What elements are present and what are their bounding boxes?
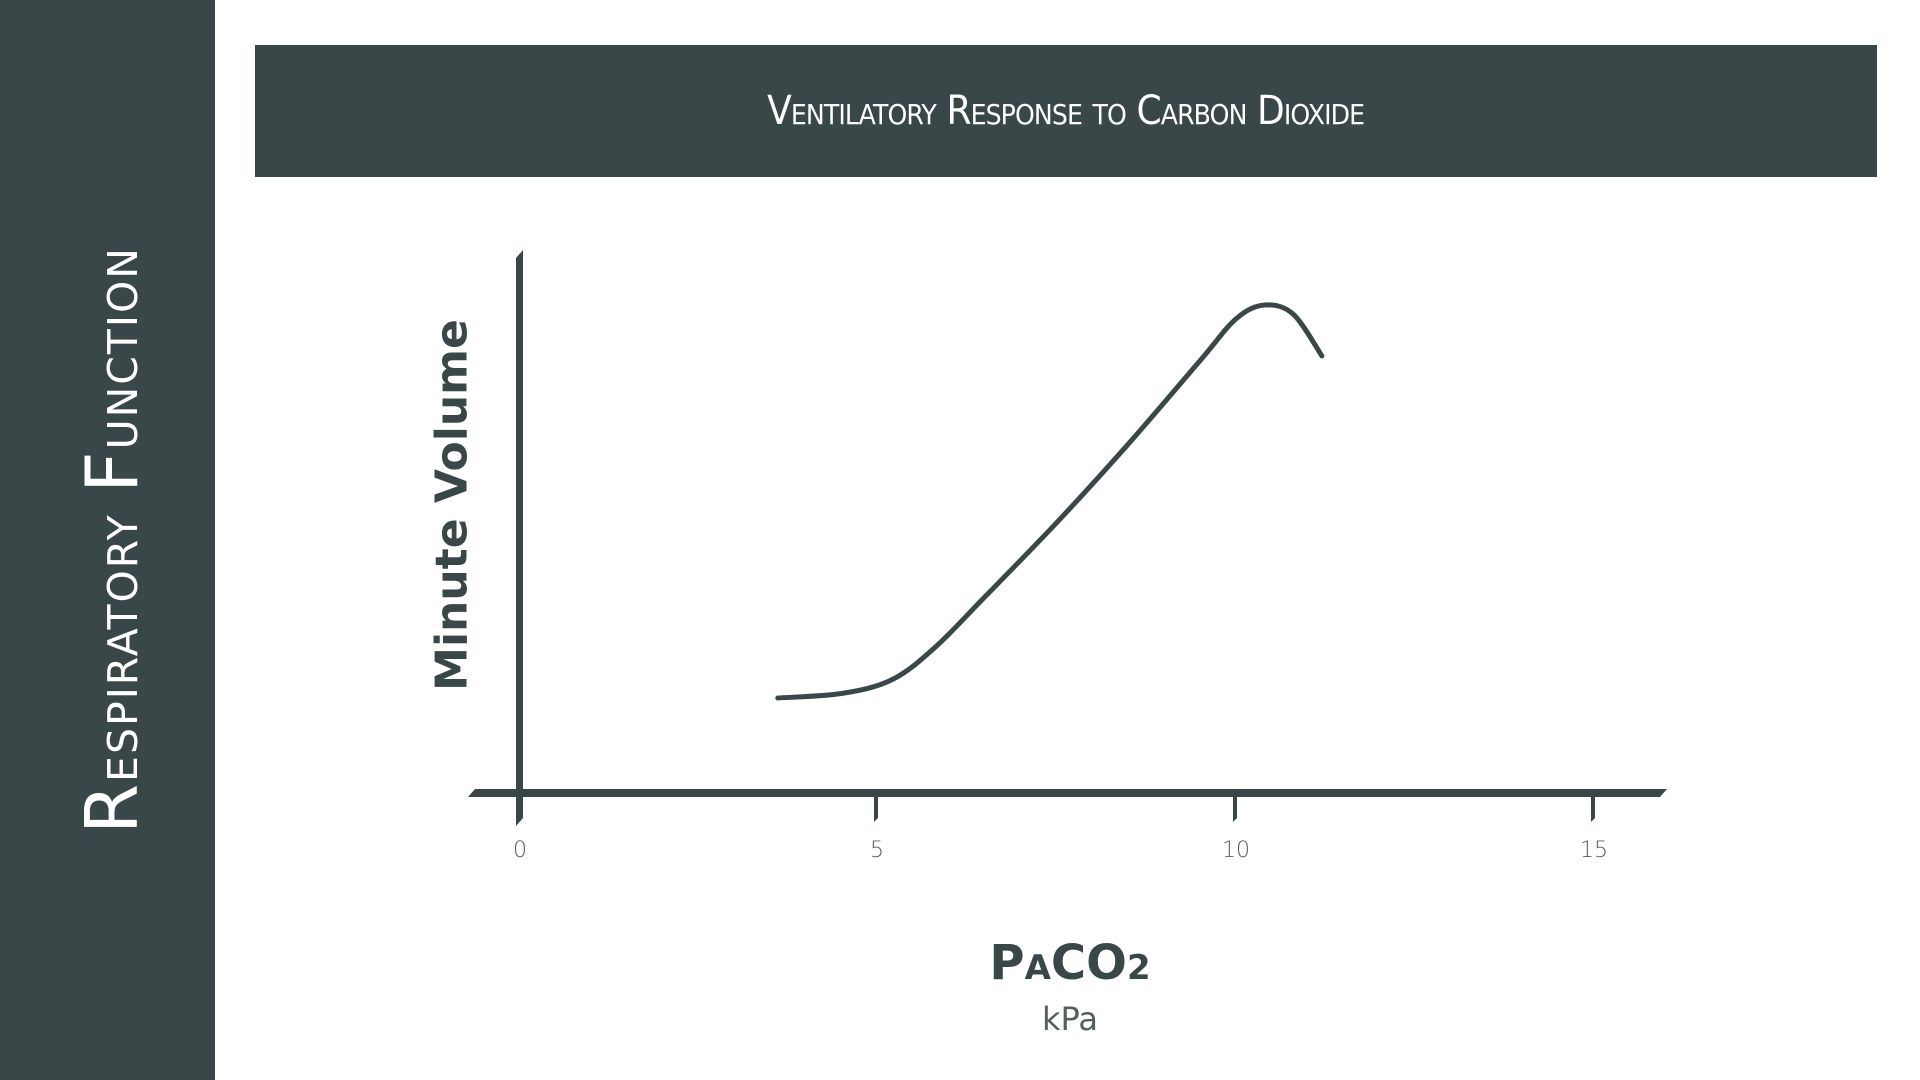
y-axis <box>516 250 523 826</box>
tick-5 <box>874 797 878 822</box>
chart-title: Ventilatory Response to Carbon Dioxide <box>767 88 1365 134</box>
x-axis-title: PACO2 <box>989 935 1150 991</box>
x-tick-label-0: 0 <box>513 838 527 863</box>
header-banner: Ventilatory Response to Carbon Dioxide <box>255 45 1877 177</box>
x-title-subscript: A <box>1024 948 1051 988</box>
tick-10 <box>1233 797 1237 822</box>
x-title-co: CO <box>1050 935 1127 991</box>
x-tick-label-15: 15 <box>1580 838 1608 863</box>
y-axis-label: Minute Volume <box>426 319 478 691</box>
x-tick-label-10: 10 <box>1222 838 1250 863</box>
x-ticks <box>874 797 1595 822</box>
x-tick-label-5: 5 <box>870 838 884 863</box>
ventilation-curve <box>775 302 1325 701</box>
tick-15 <box>1591 797 1595 822</box>
x-title-p: P <box>989 935 1025 991</box>
x-axis-unit: kPa <box>1042 1000 1098 1038</box>
sidebar-panel: Respiratory Function <box>0 0 215 1080</box>
x-axis <box>468 789 1667 797</box>
x-title-2: 2 <box>1126 948 1151 988</box>
